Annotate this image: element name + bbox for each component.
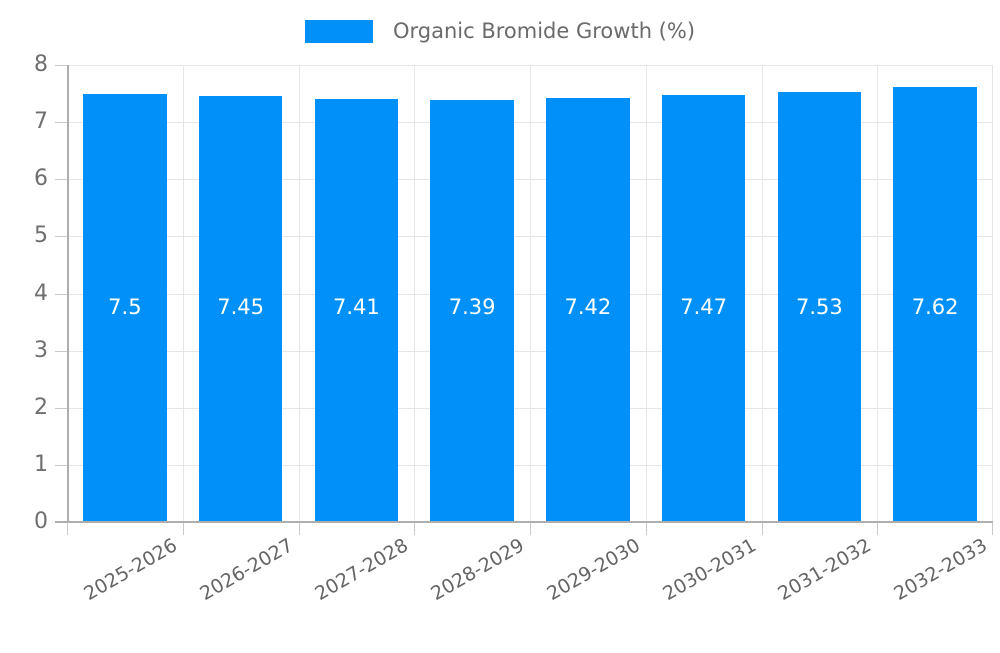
gridline-vertical	[530, 65, 531, 522]
y-axis-label: 6	[34, 166, 48, 192]
bar[interactable]	[83, 93, 167, 522]
x-axis-tick	[298, 523, 300, 535]
x-axis-tick	[182, 523, 184, 535]
gridline-vertical	[877, 65, 879, 522]
y-axis-line	[67, 65, 69, 523]
y-axis-tick	[55, 464, 67, 466]
plot-area: 7.5 7.45 7.41 7.39 7.42 7.47 7.53 7.62	[67, 65, 993, 523]
bar[interactable]	[314, 98, 399, 522]
gridline-vertical	[298, 65, 300, 522]
legend-swatch-organic-bromide-growth	[304, 19, 373, 43]
bar[interactable]	[893, 86, 977, 522]
y-axis-label: 2	[34, 394, 48, 420]
y-axis-tick	[55, 350, 67, 352]
bar[interactable]	[777, 91, 862, 522]
x-axis-tick	[530, 523, 531, 535]
y-axis-tick	[55, 236, 67, 238]
bar[interactable]	[661, 95, 746, 522]
gridline-vertical	[182, 65, 184, 522]
gridline-vertical	[414, 65, 416, 522]
gridline-vertical	[645, 65, 647, 522]
x-axis-line	[55, 521, 993, 523]
bar-chart: Organic Bromide Growth (%) 0 1 2 3 4 5 6 7 8 7.5…	[0, 12, 1000, 606]
y-axis-tick	[55, 65, 67, 66]
y-axis-label: 3	[34, 337, 48, 363]
y-axis-label: 5	[34, 223, 48, 249]
y-axis-tick	[55, 407, 67, 409]
bar-value-label: 7.53	[795, 295, 843, 319]
bar-value-label: 7.42	[564, 295, 612, 319]
bar-value-label: 7.45	[217, 295, 264, 319]
bar[interactable]	[546, 98, 630, 522]
bar-value-label: 7.62	[911, 295, 959, 319]
gridline-vertical	[992, 65, 993, 522]
y-axis-tick	[55, 293, 67, 295]
y-axis-tick	[55, 122, 67, 124]
y-axis-tick	[55, 179, 67, 181]
x-axis-tick	[761, 523, 763, 535]
gridline-vertical	[761, 65, 763, 522]
y-axis-label: 4	[34, 280, 48, 306]
x-axis-tick	[67, 523, 68, 535]
y-axis-label: 1	[34, 451, 48, 477]
y-axis-label: 0	[34, 509, 48, 534]
legend-label-organic-bromide-growth: Organic Bromide Growth (%)	[392, 18, 696, 43]
y-axis-label: 7	[34, 109, 48, 135]
x-axis-tick	[645, 523, 647, 535]
y-axis-label: 8	[34, 52, 48, 77]
bar-value-label: 7.41	[332, 295, 380, 319]
bar-value-label: 7.47	[680, 295, 727, 319]
chart-legend: Organic Bromide Growth (%)	[0, 12, 1000, 50]
x-axis-tick	[414, 523, 416, 535]
bar[interactable]	[430, 99, 514, 522]
bar[interactable]	[198, 96, 283, 522]
bar-value-label: 7.39	[448, 295, 496, 319]
bar-value-label: 7.5	[108, 295, 142, 319]
x-axis-tick	[877, 523, 879, 535]
x-axis-tick	[992, 523, 993, 535]
